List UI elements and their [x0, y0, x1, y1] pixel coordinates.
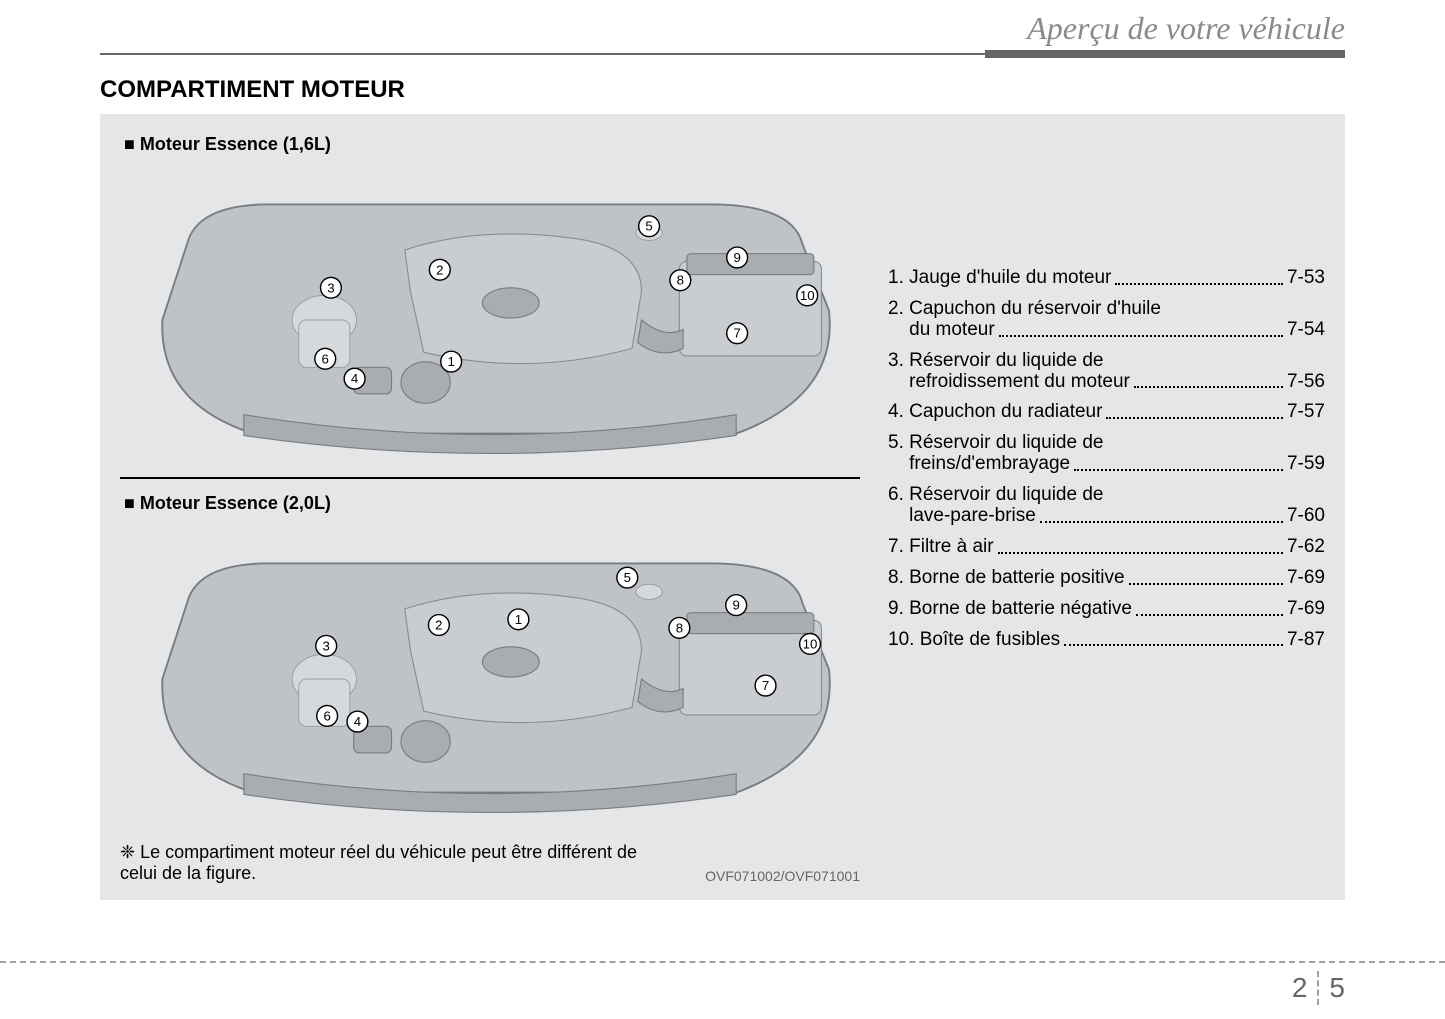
callout-10: 10: [800, 634, 821, 655]
legend-page: 7-87: [1287, 630, 1325, 651]
legend-item: 3. Réservoir du liquide de 3. refroidiss…: [888, 351, 1325, 393]
legend-page: 7-69: [1287, 599, 1325, 620]
legend-item: 6. Réservoir du liquide de 6. lave-pare-…: [888, 485, 1325, 527]
legend-number: 9.: [888, 599, 909, 620]
callout-1: 1: [441, 351, 462, 372]
legend-page: 7-62: [1287, 537, 1325, 558]
callout-7: 7: [727, 323, 748, 344]
legend-label: Filtre à air: [909, 537, 993, 558]
figure-reference: OVF071002/OVF071001: [705, 868, 860, 884]
svg-text:8: 8: [677, 273, 684, 288]
legend-page: 7-69: [1287, 568, 1325, 589]
svg-text:10: 10: [800, 288, 815, 303]
legend-number: 1.: [888, 268, 909, 289]
page-index: 5: [1329, 972, 1345, 1004]
callout-8: 8: [669, 617, 690, 638]
legend-item: 5. Réservoir du liquide de 5. freins/d'e…: [888, 433, 1325, 475]
header-rule: [100, 53, 1345, 58]
callout-3: 3: [321, 277, 342, 298]
legend-label: Borne de batterie positive: [909, 568, 1124, 589]
legend-item: 10. Boîte de fusibles 7-87: [888, 630, 1325, 651]
svg-text:5: 5: [624, 570, 631, 585]
svg-text:1: 1: [515, 612, 522, 627]
legend-number: 7.: [888, 537, 909, 558]
svg-text:5: 5: [645, 219, 652, 234]
svg-text:2: 2: [436, 262, 443, 277]
legend-item: 9. Borne de batterie négative 7-69: [888, 599, 1325, 620]
legend-label: Boîte de fusibles: [920, 630, 1060, 651]
callout-5: 5: [617, 567, 638, 588]
legend-item: 2. Capuchon du réservoir d'huile 2. du m…: [888, 299, 1325, 341]
legend-label: Capuchon du radiateur: [909, 402, 1102, 423]
callout-4: 4: [344, 368, 365, 389]
callout-6: 6: [315, 348, 336, 369]
callout-9: 9: [726, 595, 747, 616]
callout-5: 5: [639, 216, 660, 237]
callout-1: 1: [508, 609, 529, 630]
legend-item: 1. Jauge d'huile du moteur 7-53: [888, 268, 1325, 289]
svg-text:4: 4: [351, 371, 358, 386]
legend-page: 7-53: [1287, 268, 1325, 289]
legend-label: Jauge d'huile du moteur: [909, 268, 1111, 289]
legend-item: 4. Capuchon du radiateur 7-57: [888, 402, 1325, 423]
legend-number: 4.: [888, 402, 909, 423]
chapter-title: Aperçu de votre véhicule: [0, 0, 1445, 53]
callout-2: 2: [428, 615, 449, 636]
svg-text:4: 4: [354, 714, 361, 729]
svg-text:7: 7: [762, 678, 769, 693]
diagram-column: ■ Moteur Essence (1,6L) 1 2 3: [120, 128, 860, 884]
callout-3: 3: [316, 635, 337, 656]
engine-diagram: 1 2 3 4 5 6 7 8 9 10: [130, 518, 850, 821]
callout-9: 9: [727, 247, 748, 268]
footnote: ❈ Le compartiment moteur réel du véhicul…: [120, 842, 675, 884]
callout-7: 7: [755, 675, 776, 696]
section-title: COMPARTIMENT MOTEUR: [100, 76, 1445, 104]
page-number: 2 5: [1292, 971, 1345, 1005]
svg-text:6: 6: [322, 351, 329, 366]
svg-text:1: 1: [447, 354, 454, 369]
legend-item: 7. Filtre à air 7-62: [888, 537, 1325, 558]
callout-4: 4: [347, 711, 368, 732]
svg-text:3: 3: [327, 280, 334, 295]
legend-page: 7-57: [1287, 402, 1325, 423]
engine-label: ■ Moteur Essence (1,6L): [124, 134, 860, 155]
svg-text:9: 9: [733, 598, 740, 613]
svg-text:9: 9: [733, 250, 740, 265]
callout-6: 6: [317, 705, 338, 726]
engine-divider: [120, 477, 860, 479]
engine-diagram: 1 2 3 4 5 6 7 8 9 10: [130, 159, 850, 462]
svg-text:7: 7: [733, 326, 740, 341]
page-cut-line: [0, 961, 1445, 963]
callout-10: 10: [797, 285, 818, 306]
callout-2: 2: [429, 259, 450, 280]
svg-text:2: 2: [435, 617, 442, 632]
page-number-separator: [1317, 971, 1319, 1005]
legend-item: 8. Borne de batterie positive 7-69: [888, 568, 1325, 589]
engine-label: ■ Moteur Essence (2,0L): [124, 493, 860, 514]
legend-label: Borne de batterie négative: [909, 599, 1132, 620]
legend-column: 1. Jauge d'huile du moteur 7-53 2. Capuc…: [888, 128, 1325, 884]
chapter-number: 2: [1292, 972, 1308, 1004]
callout-8: 8: [670, 270, 691, 291]
svg-text:8: 8: [676, 620, 683, 635]
svg-text:6: 6: [323, 708, 330, 723]
legend-number: 10.: [888, 630, 920, 651]
legend-number: 8.: [888, 568, 909, 589]
content-panel: ■ Moteur Essence (1,6L) 1 2 3: [100, 114, 1345, 900]
svg-text:10: 10: [803, 636, 818, 651]
svg-text:3: 3: [323, 638, 330, 653]
